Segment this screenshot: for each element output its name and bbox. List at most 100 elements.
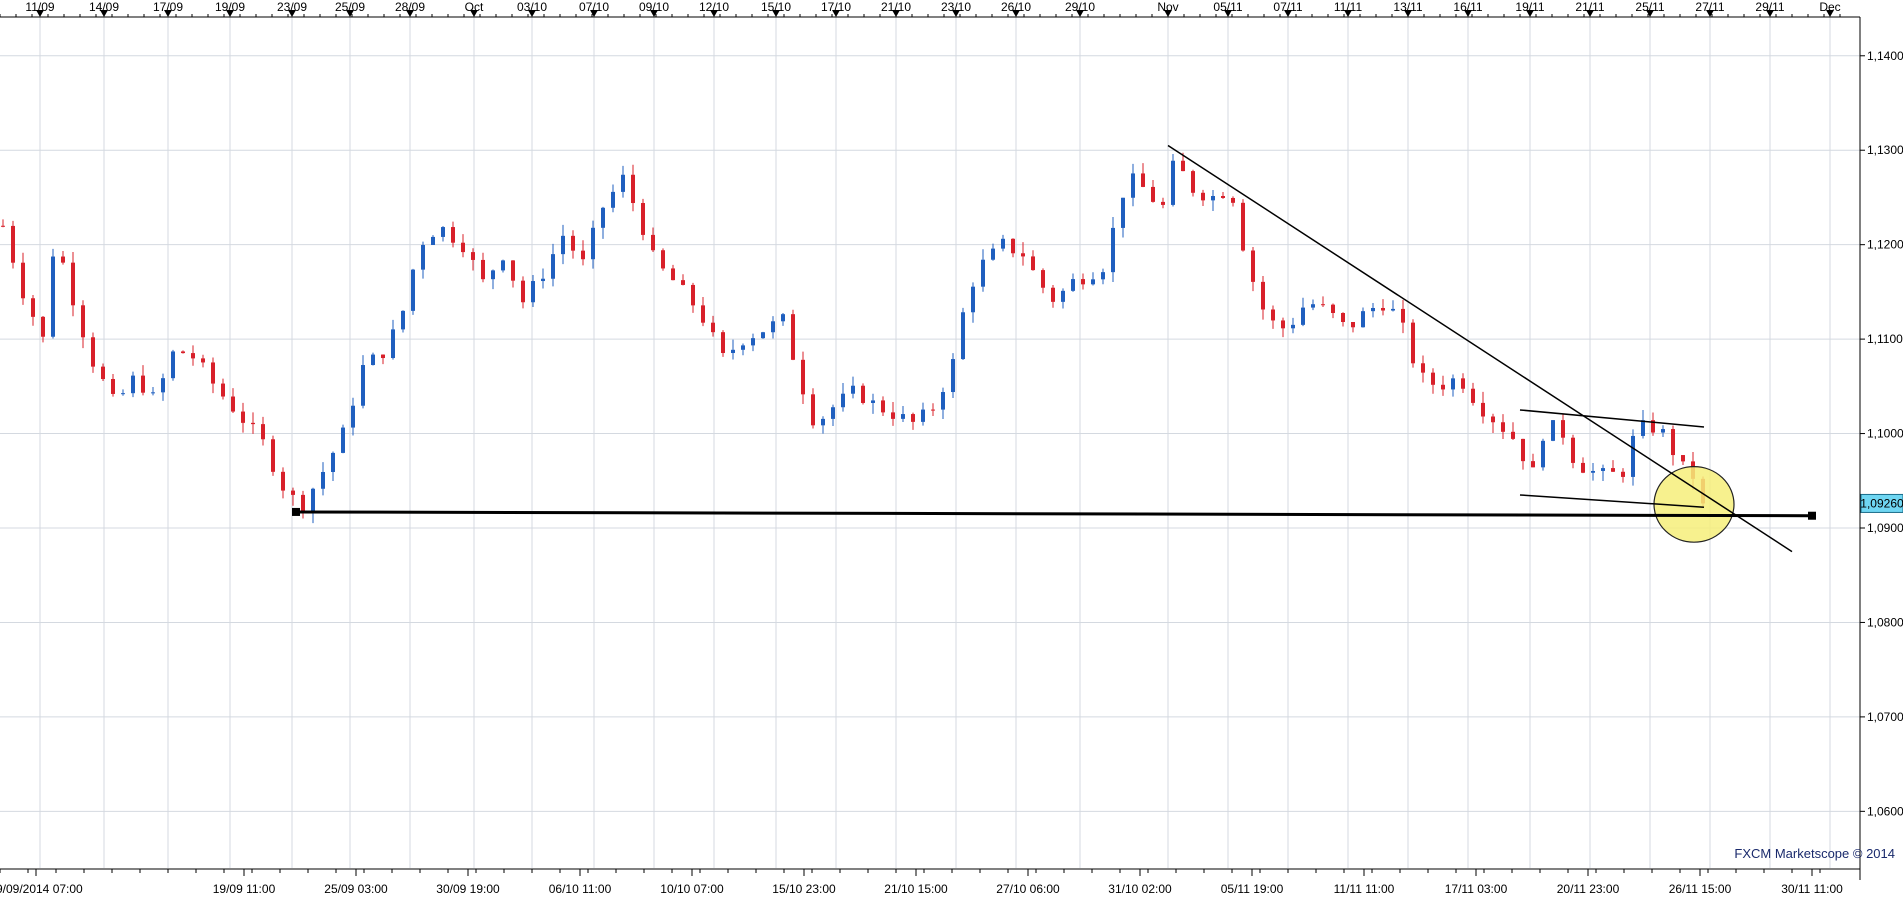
candle xyxy=(711,315,715,337)
candle-body xyxy=(1141,173,1145,187)
candle-body xyxy=(1041,270,1045,288)
candle xyxy=(701,296,705,327)
trendline-handle-end[interactable] xyxy=(1808,511,1816,520)
candle-body xyxy=(1581,462,1585,473)
candle xyxy=(361,355,365,409)
date-marker-triangle xyxy=(710,10,718,17)
candle xyxy=(1601,464,1605,481)
candle xyxy=(901,406,905,423)
candle-body xyxy=(401,310,405,330)
candle-body xyxy=(691,284,695,306)
candle xyxy=(801,351,805,404)
top-date-label: 11/09 xyxy=(25,0,54,14)
candle-body xyxy=(1221,196,1225,198)
candle-body xyxy=(261,424,265,440)
candle-body xyxy=(1241,202,1245,251)
candle-body xyxy=(601,207,605,228)
candle-body xyxy=(411,269,415,311)
candle-body xyxy=(1461,378,1465,389)
top-date-label: 07/10 xyxy=(579,0,609,14)
candle xyxy=(811,388,815,429)
candle xyxy=(981,249,985,292)
candle-body xyxy=(951,359,955,393)
bottom-date-label: 27/10 06:00 xyxy=(996,882,1060,896)
candle-body xyxy=(751,338,755,346)
candle-body xyxy=(431,236,435,245)
candle xyxy=(21,252,25,305)
candle xyxy=(1311,299,1315,311)
candle-body xyxy=(501,260,505,271)
candle-body xyxy=(1541,440,1545,468)
candle xyxy=(1451,374,1455,397)
candle xyxy=(141,365,145,396)
date-marker-triangle xyxy=(1164,10,1172,17)
candle xyxy=(1611,460,1615,472)
candle xyxy=(581,240,585,266)
candle-body xyxy=(1351,322,1355,328)
candle-body xyxy=(311,488,315,512)
candle xyxy=(1521,438,1525,470)
candle-body xyxy=(461,242,465,253)
candle-body xyxy=(1451,378,1455,390)
candle-body xyxy=(151,392,155,394)
candle-body xyxy=(11,225,15,263)
trendline-channel-upper[interactable] xyxy=(1519,409,1705,428)
candle xyxy=(441,226,445,242)
candle-body xyxy=(1671,429,1675,456)
candle xyxy=(491,269,495,290)
candle-body xyxy=(1471,388,1475,403)
bottom-date-label: 17/11 03:00 xyxy=(1445,882,1508,896)
candle xyxy=(1231,196,1235,207)
candle xyxy=(731,339,735,360)
candle-body xyxy=(511,260,515,281)
candle xyxy=(1341,312,1345,327)
candle xyxy=(791,309,795,361)
candle-body xyxy=(1121,197,1125,228)
candle-body xyxy=(1251,250,1255,282)
candle-body xyxy=(291,490,295,495)
date-marker-triangle xyxy=(1344,10,1352,17)
candle xyxy=(1431,368,1435,394)
candle-body xyxy=(111,379,115,394)
trendline-handle-start[interactable] xyxy=(292,507,300,516)
date-marker-triangle xyxy=(1404,10,1412,17)
bottom-date-label: 10/10 07:00 xyxy=(660,882,724,896)
trendline-downtrend[interactable] xyxy=(1167,144,1793,553)
candle-body xyxy=(161,378,165,393)
top-date-label: 17/10 xyxy=(821,0,851,14)
candle xyxy=(921,402,925,426)
candle xyxy=(951,353,955,398)
candle xyxy=(1661,425,1665,437)
candle-body xyxy=(991,248,995,260)
date-marker-triangle xyxy=(1464,10,1472,17)
candle xyxy=(591,220,595,269)
candle-body xyxy=(1161,201,1165,205)
candle-body xyxy=(1291,324,1295,329)
candle xyxy=(311,487,315,524)
candle xyxy=(1371,302,1375,318)
candle xyxy=(501,259,505,273)
candle-body xyxy=(1031,256,1035,271)
candle-body xyxy=(1191,171,1195,193)
candle-body xyxy=(871,400,875,403)
candle xyxy=(241,402,245,433)
candle-body xyxy=(171,351,175,379)
candle xyxy=(541,268,545,289)
candle xyxy=(741,343,745,356)
candle-body xyxy=(141,375,145,393)
candle-body xyxy=(1591,470,1595,473)
trendline-channel-lower[interactable] xyxy=(1519,494,1705,508)
date-marker-triangle xyxy=(1076,10,1084,17)
trendline-drawings[interactable] xyxy=(292,144,1816,553)
trendline-support[interactable] xyxy=(295,510,1813,518)
candle xyxy=(551,243,555,287)
candle xyxy=(1011,238,1015,258)
candle xyxy=(651,227,655,252)
top-date-label: 17/09 xyxy=(153,0,183,14)
date-marker-triangle xyxy=(1646,10,1654,17)
price-tick-label: 1,1400 xyxy=(1867,49,1903,63)
candle-body xyxy=(131,375,135,394)
candle-body xyxy=(1,225,5,227)
candle xyxy=(631,164,635,212)
top-date-label: 29/11 xyxy=(1755,0,1784,14)
